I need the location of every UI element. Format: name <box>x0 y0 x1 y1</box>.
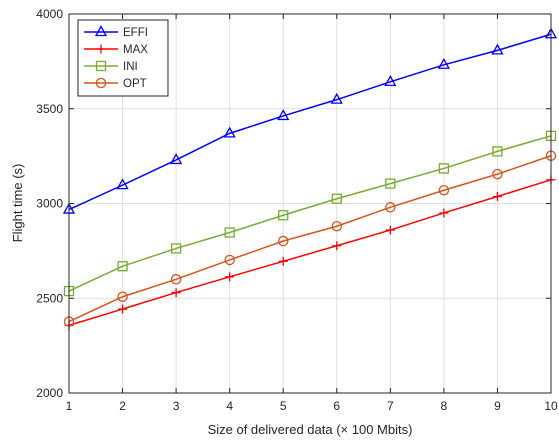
legend-item-max: MAX <box>84 44 148 56</box>
data-point-effi <box>223 126 236 138</box>
data-point-ini <box>492 146 503 157</box>
data-point-ini <box>385 178 396 189</box>
y-tick-label: 3000 <box>36 197 63 211</box>
data-point-effi <box>491 43 504 55</box>
axis-ticks: 1 2 3 4 5 6 7 8 9 10 2000 2500 3000 3500 4000 <box>36 7 558 413</box>
data-point-max <box>225 272 235 282</box>
series-line-effi <box>68 33 552 211</box>
x-tick-label: 8 <box>441 399 448 413</box>
series-line-opt <box>68 155 552 323</box>
series-line-max <box>68 179 552 327</box>
data-point-ini <box>117 261 128 272</box>
data-point-max <box>171 288 181 298</box>
data-point-ini <box>438 163 450 174</box>
data-point-ini <box>278 210 289 221</box>
data-point-max <box>118 304 128 314</box>
series-line-ini <box>68 135 552 292</box>
data-point-effi <box>330 92 343 104</box>
x-tick-label: 7 <box>387 399 394 413</box>
y-tick-label: 3500 <box>36 102 63 116</box>
x-tick-label: 5 <box>280 399 287 413</box>
data-point-max <box>332 241 342 251</box>
data-point-effi <box>384 75 397 86</box>
x-axis-label: Size of delivered data (× 100 Mbits) <box>208 422 413 437</box>
x-tick-label: 4 <box>226 399 233 413</box>
x-tick-label: 9 <box>494 399 501 413</box>
data-point-max <box>492 191 502 201</box>
legend-item-effi: EFFI <box>84 25 148 39</box>
data-point-effi <box>277 109 290 121</box>
data-point-opt <box>438 184 450 196</box>
series-effi <box>62 27 558 214</box>
data-point-max <box>439 208 449 218</box>
legend-label: INI <box>123 61 138 73</box>
data-point-opt <box>117 291 128 302</box>
data-point-effi <box>116 178 129 190</box>
data-point-effi <box>437 57 450 69</box>
y-tick-label: 4000 <box>36 7 63 21</box>
legend-marker <box>96 44 106 54</box>
y-tick-label: 2000 <box>36 386 63 400</box>
y-tick-label: 2500 <box>36 291 63 305</box>
data-point-opt <box>224 254 235 266</box>
legend-marker <box>95 77 107 89</box>
data-point-opt <box>492 168 503 180</box>
legend-label: OPT <box>123 78 147 90</box>
data-point-opt <box>331 220 343 232</box>
x-tick-label: 6 <box>333 399 340 413</box>
legend-marker <box>94 25 108 37</box>
data-point-ini <box>170 243 182 254</box>
x-tick-label: 3 <box>173 399 180 413</box>
data-point-max <box>385 225 395 235</box>
data-point-opt <box>170 274 182 285</box>
data-point-effi <box>170 153 183 165</box>
x-tick-label: 2 <box>119 399 126 413</box>
legend-item-ini: INI <box>84 60 138 73</box>
legend-marker <box>95 60 107 72</box>
data-point-opt <box>385 202 396 213</box>
legend-label: EFFI <box>123 27 148 39</box>
series-opt <box>63 150 557 327</box>
data-point-max <box>278 256 288 266</box>
x-tick-label: 10 <box>544 399 558 413</box>
data-point-ini <box>224 227 235 238</box>
legend: EFFI MAX INI OPT <box>77 19 169 97</box>
data-point-opt <box>277 235 289 247</box>
legend-item-opt: OPT <box>84 77 147 90</box>
series-group <box>62 27 558 330</box>
x-tick-label: 1 <box>66 399 73 413</box>
legend-label: MAX <box>123 44 148 56</box>
data-point-ini <box>331 193 342 204</box>
y-axis-label: Flight time (s) <box>10 164 25 243</box>
